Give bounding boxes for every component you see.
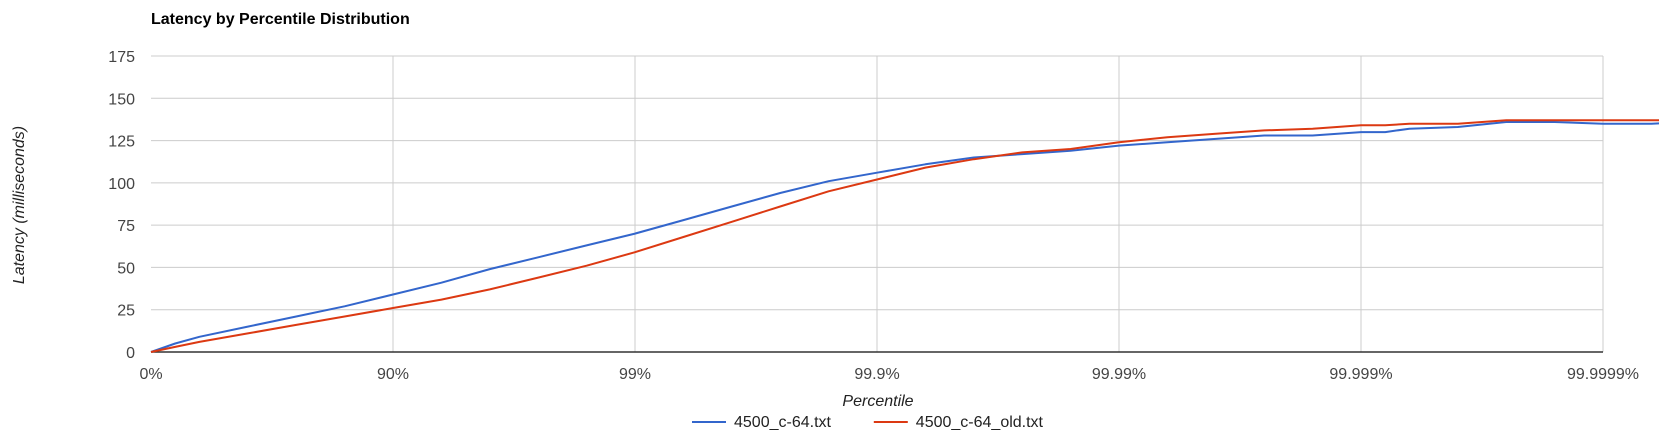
x-tick-label: 99.99% [1092,366,1146,383]
x-tick-label: 99.9999% [1567,366,1639,383]
y-axis-label: Latency (milliseconds) [11,126,28,284]
x-tick-label: 99% [619,366,651,383]
legend-item-2[interactable]: 4500_c-64_old.txt [873,414,1044,431]
legend-label: 4500_c-64.txt [734,414,832,431]
x-tick-labels: 0% 90% 99% 99.9% 99.99% 99.999% 99.9999% [139,366,1639,383]
chart-title: Latency by Percentile Distribution [151,11,410,28]
y-tick-label: 125 [108,134,135,151]
legend: 4500_c-64.txt 4500_c-64_old.txt [692,414,1044,431]
grid-lines [151,55,1604,352]
series-line-1 [150,121,1659,353]
y-tick-labels: 0 25 50 75 100 125 150 175 [108,49,135,362]
x-tick-label: 99.9% [854,366,899,383]
series-line-2 [150,119,1659,353]
y-tick-label: 175 [108,49,135,66]
x-axis-label: Percentile [842,393,913,410]
series-lines [150,119,1659,353]
y-tick-label: 0 [126,345,135,362]
x-tick-label: 90% [377,366,409,383]
x-tick-label: 0% [139,366,162,383]
legend-label: 4500_c-64_old.txt [916,414,1044,431]
y-tick-label: 75 [117,218,135,235]
y-tick-label: 50 [117,260,135,277]
y-tick-label: 150 [108,91,135,108]
x-tick-label: 99.999% [1329,366,1392,383]
y-tick-label: 100 [108,176,135,193]
y-tick-label: 25 [117,303,135,320]
legend-item-1[interactable]: 4500_c-64.txt [692,414,832,431]
